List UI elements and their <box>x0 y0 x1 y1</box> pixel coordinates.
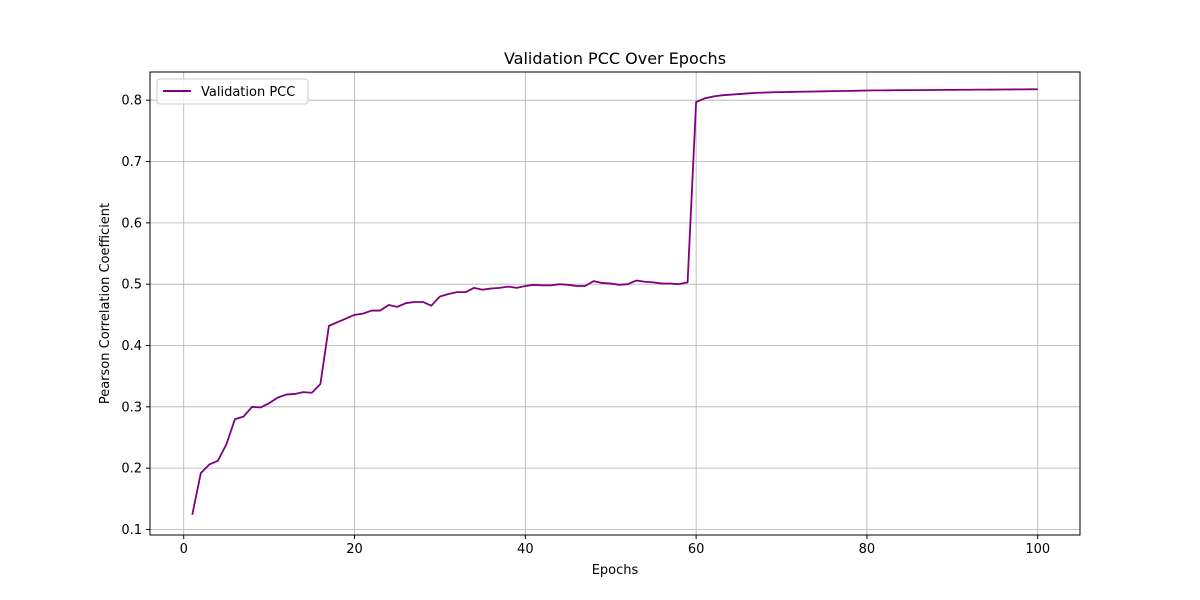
plot-frame <box>149 71 1081 536</box>
series-layer <box>191 88 1038 515</box>
y-tick-label: 0.4 <box>121 339 142 354</box>
series-line-validation-pcc <box>191 88 1038 515</box>
x-tick-label: 0 <box>180 542 188 557</box>
y-tick-label: 0.8 <box>121 94 142 109</box>
y-tick-label: 0.1 <box>121 523 142 538</box>
y-tick-label: 0.3 <box>121 400 142 415</box>
x-tick-label: 40 <box>517 542 534 557</box>
x-tick-label: 60 <box>688 542 705 557</box>
y-tick-label: 0.2 <box>121 462 142 477</box>
x-tick-label: 20 <box>346 542 363 557</box>
x-tick-label: 80 <box>859 542 876 557</box>
legend: Validation PCC <box>156 78 309 105</box>
legend-box <box>156 78 309 105</box>
chart-title: Validation PCC Over Epochs <box>504 49 726 68</box>
y-tick-label: 0.7 <box>121 155 142 170</box>
legend-label: Validation PCC <box>201 85 295 100</box>
axis-ticks: 0 20 40 60 80 100 0.1 0.2 0.3 0.4 0.5 0.6 0.7 0.8 <box>121 94 1050 557</box>
x-tick-label: 100 <box>1025 542 1050 557</box>
y-tick-label: 0.5 <box>121 278 142 293</box>
y-axis-label: Pearson Correlation Coefficient <box>98 203 113 404</box>
y-tick-label: 0.6 <box>121 216 142 231</box>
x-axis-label: Epochs <box>592 563 639 578</box>
